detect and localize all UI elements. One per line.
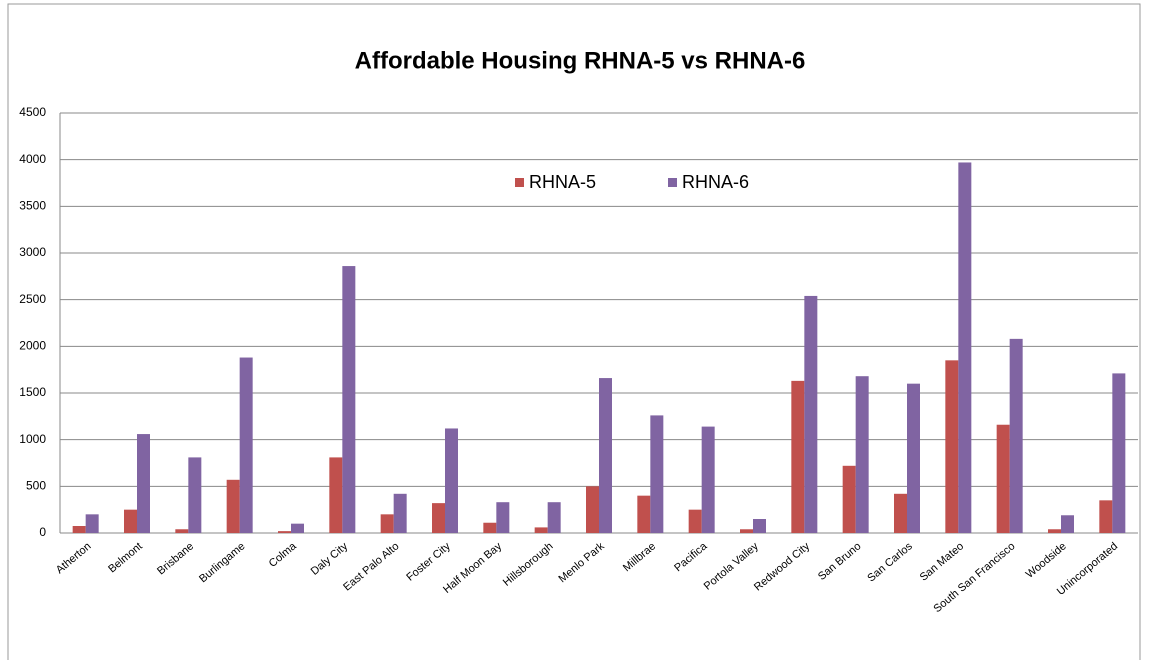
bar: [996, 424, 1010, 533]
bar: [791, 380, 805, 533]
bar: [393, 493, 407, 533]
bar: [1099, 500, 1113, 533]
bar: [1009, 338, 1023, 533]
bar: [701, 426, 715, 533]
bar: [534, 527, 548, 533]
bar: [637, 495, 651, 533]
y-tick-label: 0: [39, 525, 46, 539]
bar: [855, 376, 869, 533]
bar: [175, 529, 189, 533]
bar: [753, 519, 766, 533]
bar: [342, 266, 356, 533]
bar: [483, 522, 497, 533]
bar: [1061, 515, 1074, 533]
bar: [1048, 529, 1061, 533]
bar: [547, 502, 561, 533]
bar: [1112, 373, 1126, 533]
bar: [278, 531, 291, 533]
bar: [226, 479, 240, 533]
bar: [894, 493, 907, 533]
bar: [740, 529, 753, 533]
bar: [291, 523, 304, 533]
bar: [599, 378, 612, 533]
y-tick-label: 3500: [19, 199, 46, 213]
y-tick-label: 1000: [19, 432, 46, 446]
y-tick-label: 4000: [19, 152, 46, 166]
bar: [329, 457, 343, 533]
bar: [188, 457, 202, 533]
chart-title: Affordable Housing RHNA-5 vs RHNA-6: [355, 47, 806, 74]
bar: [496, 502, 510, 533]
bar: [650, 415, 664, 533]
y-tick-label: 3000: [19, 245, 46, 259]
bar: [958, 162, 972, 533]
legend-swatch: [668, 178, 677, 187]
bar: [688, 509, 702, 533]
y-tick-label: 1500: [19, 385, 46, 399]
legend-swatch: [515, 178, 524, 187]
bar: [445, 428, 458, 533]
bar: [124, 509, 137, 533]
bar: [432, 503, 445, 533]
bar: [907, 383, 920, 533]
bar: [842, 465, 856, 533]
bar: [804, 295, 818, 533]
y-tick-label: 500: [26, 479, 46, 493]
legend-label: RHNA-6: [682, 172, 749, 192]
bar: [586, 486, 599, 533]
bar: [239, 357, 253, 533]
bar: [137, 434, 150, 533]
y-tick-label: 4500: [19, 105, 46, 119]
bar: [380, 514, 394, 533]
legend-label: RHNA-5: [529, 172, 596, 192]
bar: [72, 526, 86, 533]
y-tick-label: 2500: [19, 292, 46, 306]
bar: [945, 360, 959, 533]
y-tick-label: 2000: [19, 339, 46, 353]
bar: [85, 514, 99, 533]
